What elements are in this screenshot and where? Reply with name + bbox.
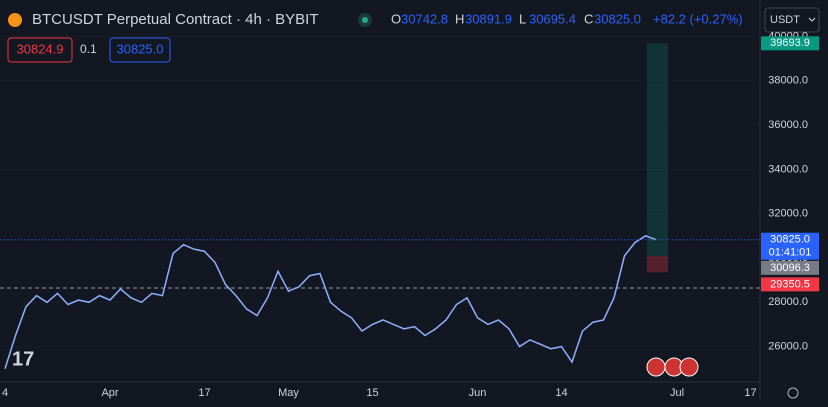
settings[interactable] [787,387,799,399]
entry-label: 30096.3 [770,262,810,274]
dropdown-arrow [808,17,816,22]
entry-label-bg [761,260,819,275]
target-zone [647,43,668,256]
x-tick-label: 14 [555,387,567,399]
x-tick-label: 17 [744,387,756,399]
buy-price[interactable]: 30825.0 [117,41,164,56]
change: +82.2 (+0.27%) [653,11,743,26]
currency[interactable]: USDT [770,14,800,26]
y-tick-label: 32000.0 [768,208,808,220]
last-price-label: 30825.0 [770,234,810,246]
target-label-bg [761,36,819,51]
sell-price[interactable]: 30824.9 [17,41,64,56]
ohlc-value: 30891.9 [465,11,512,26]
x-tick-label: 17 [198,387,210,399]
x-tick-label: Jul [670,387,684,399]
ohlc-key: C [584,11,593,26]
price-line [4,235,657,369]
y-tick-label: 26000.0 [768,340,808,352]
last-price-bg [761,232,819,260]
stop-zone [647,255,668,273]
ohlc-value: 30742.8 [401,11,448,26]
ohlc-key: H [455,11,464,26]
y-tick-label: 28000.0 [768,296,808,308]
ohlc-key: O [391,11,401,26]
y-tick-label: 38000.0 [768,75,808,87]
x-tick-label: May [278,387,299,399]
x-tick-label: Jun [469,387,487,399]
symbol: BTCUSDT Perpetual Contract · 4h · BYBIT [32,11,319,28]
stop-label: 29350.5 [770,278,810,290]
y-tick-label: 36000.0 [768,119,808,131]
sell-button[interactable] [7,37,73,63]
x-tick-label: 4 [2,387,8,399]
spread: 0.1 [80,42,97,56]
stop-label-bg [761,277,819,292]
ohlc-value: 30695.4 [529,11,576,26]
status-dot [362,17,368,23]
y-tick-label: 34000.0 [768,163,808,175]
logo [8,13,22,27]
ohlc-value: 30825.0 [594,11,641,26]
x-tick-label: 15 [366,387,378,399]
event-icons [646,357,699,377]
ohlc-key: L [519,11,526,26]
tv-logo: 17 [12,348,34,370]
target-label: 39693.9 [770,37,810,49]
x-tick-label: Apr [101,387,118,399]
countdown: 01:41:01 [769,247,812,259]
buy-button[interactable] [109,37,171,63]
currency-dropdown[interactable] [764,7,820,33]
